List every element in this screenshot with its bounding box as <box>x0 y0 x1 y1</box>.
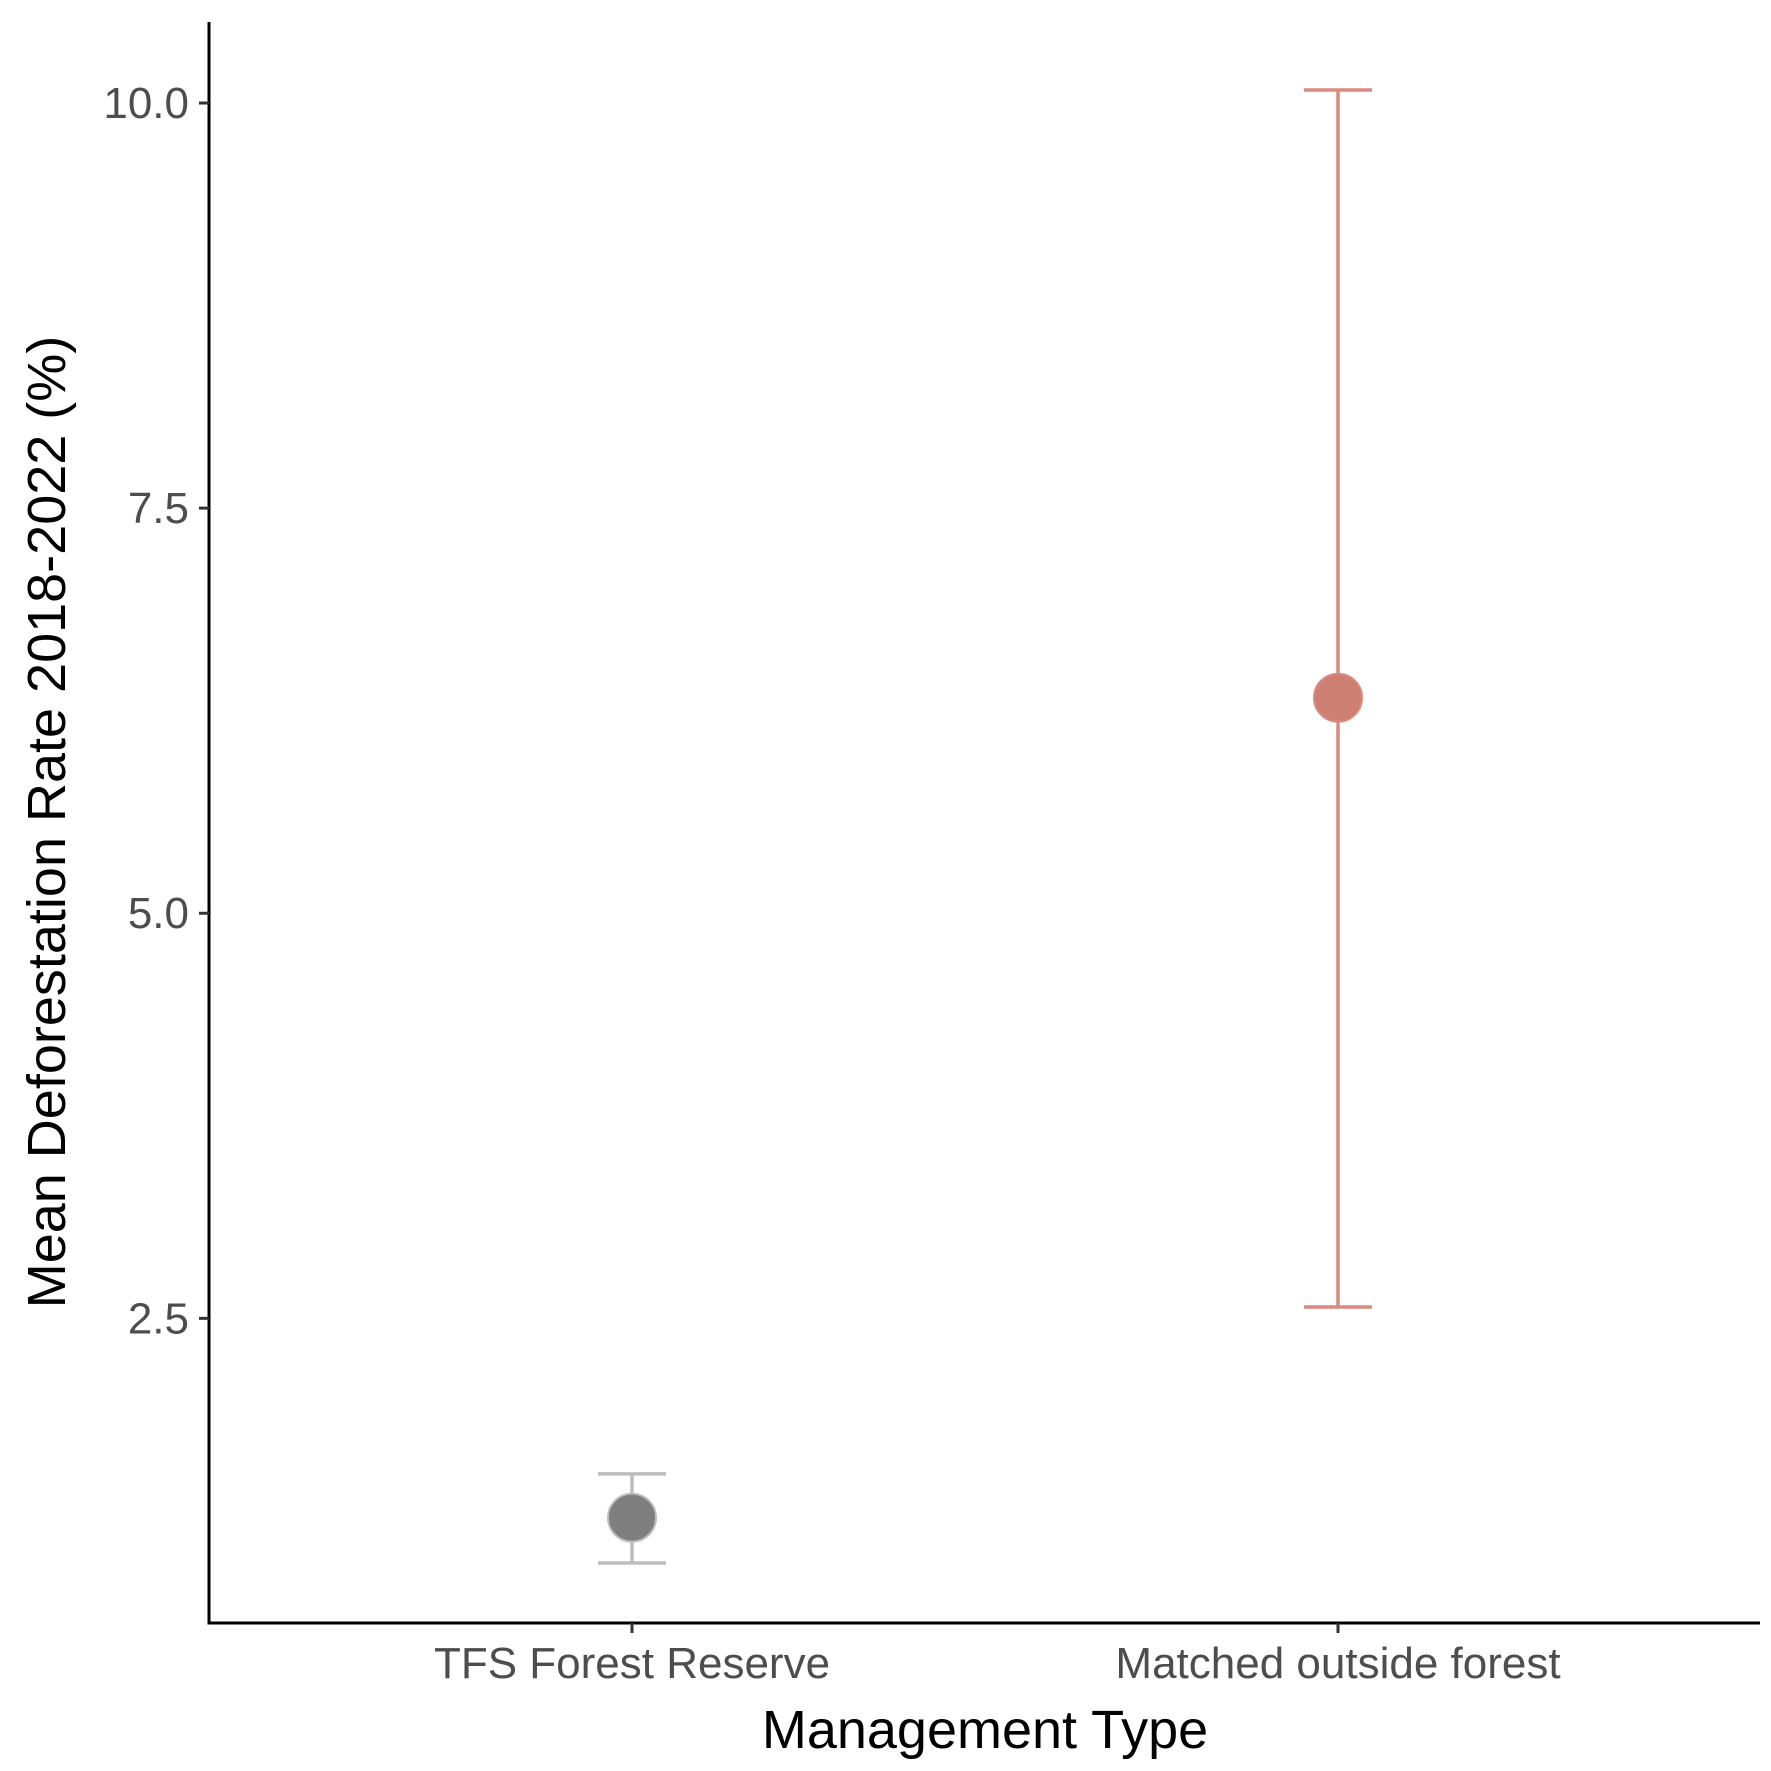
y-tick-label: 2.5 <box>128 1294 189 1343</box>
data-point-group <box>1304 88 1372 1309</box>
y-axis-ticks: 2.5 5.0 7.5 10.0 <box>103 79 209 1343</box>
y-axis-title: Mean Deforestation Rate 2018-2022 (%) <box>17 336 77 1309</box>
x-axis-title: Management Type <box>762 1700 1208 1760</box>
y-tick-label: 7.5 <box>128 484 189 533</box>
y-tick-label: 10.0 <box>103 79 189 128</box>
mean-point <box>1313 672 1363 723</box>
plot-area <box>598 88 1372 1565</box>
x-tick-label: TFS Forest Reserve <box>434 1639 830 1688</box>
x-axis-ticks: TFS Forest Reserve Matched outside forest <box>434 1623 1561 1688</box>
x-tick-label: Matched outside forest <box>1115 1639 1560 1688</box>
mean-point <box>607 1492 657 1543</box>
data-point-group <box>598 1472 666 1565</box>
y-tick-label: 5.0 <box>128 889 189 938</box>
